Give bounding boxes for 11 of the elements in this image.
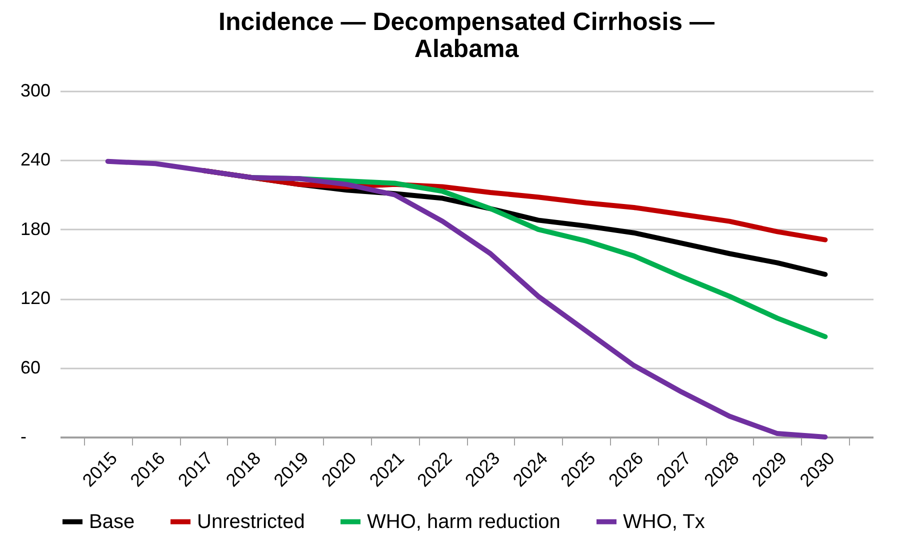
legend-label: Unrestricted [197,510,305,533]
y-tick-label: 180 [20,218,51,239]
legend-label: WHO, harm reduction [367,510,560,533]
chart-title: Incidence — Decompensated Cirrhosis — Alabama [218,8,714,63]
legend-label: Base [89,510,135,533]
y-tick-label: 120 [20,288,51,308]
legend-label: WHO, Tx [623,510,705,533]
y-tick-label: - [20,426,26,446]
y-tick-label: 60 [20,357,41,378]
y-tick-label: 300 [20,80,51,100]
y-tick-label: 240 [20,150,51,170]
